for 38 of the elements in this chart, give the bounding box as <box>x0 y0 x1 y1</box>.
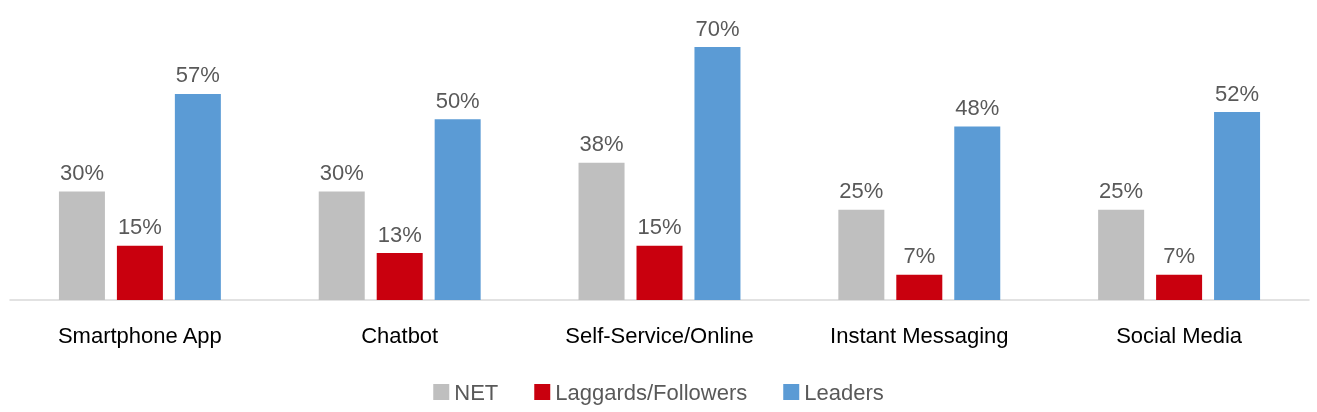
bar <box>376 253 423 300</box>
data-label: 25% <box>1099 178 1144 204</box>
bar <box>838 209 885 300</box>
data-label: 25% <box>839 178 884 204</box>
data-label: 50% <box>435 87 480 113</box>
x-tick-label: Self-Service/Online <box>565 322 754 348</box>
data-label: 57% <box>175 62 220 88</box>
data-label: 13% <box>377 221 422 247</box>
legend-label: Leaders <box>804 379 884 405</box>
data-label: 7% <box>903 243 936 269</box>
bar <box>58 191 105 300</box>
bar <box>1214 112 1261 300</box>
bar <box>116 245 163 300</box>
data-label: 48% <box>955 95 1000 121</box>
bar <box>174 93 221 300</box>
data-label: 38% <box>579 131 624 157</box>
x-tick-label: Smartphone App <box>57 322 222 348</box>
x-tick-label: Instant Messaging <box>830 322 1009 348</box>
data-label: 30% <box>59 160 104 186</box>
bar <box>434 119 481 300</box>
bar <box>694 47 741 300</box>
bar <box>636 245 683 300</box>
data-label: 52% <box>1215 80 1260 106</box>
data-label: 30% <box>319 160 364 186</box>
bar <box>1098 209 1145 300</box>
legend-label: NET <box>454 379 499 405</box>
legend-label: Laggards/Followers <box>555 379 748 405</box>
bar <box>896 274 943 300</box>
bar <box>954 126 1001 300</box>
bar <box>318 191 365 300</box>
data-label: 15% <box>117 214 162 240</box>
x-tick-label: Chatbot <box>361 322 439 348</box>
x-tick-label: Social Media <box>1116 322 1243 348</box>
bar <box>578 162 625 300</box>
data-label: 15% <box>637 214 682 240</box>
data-label: 7% <box>1163 243 1195 269</box>
data-label: 70% <box>695 15 740 41</box>
bar <box>1156 274 1203 300</box>
